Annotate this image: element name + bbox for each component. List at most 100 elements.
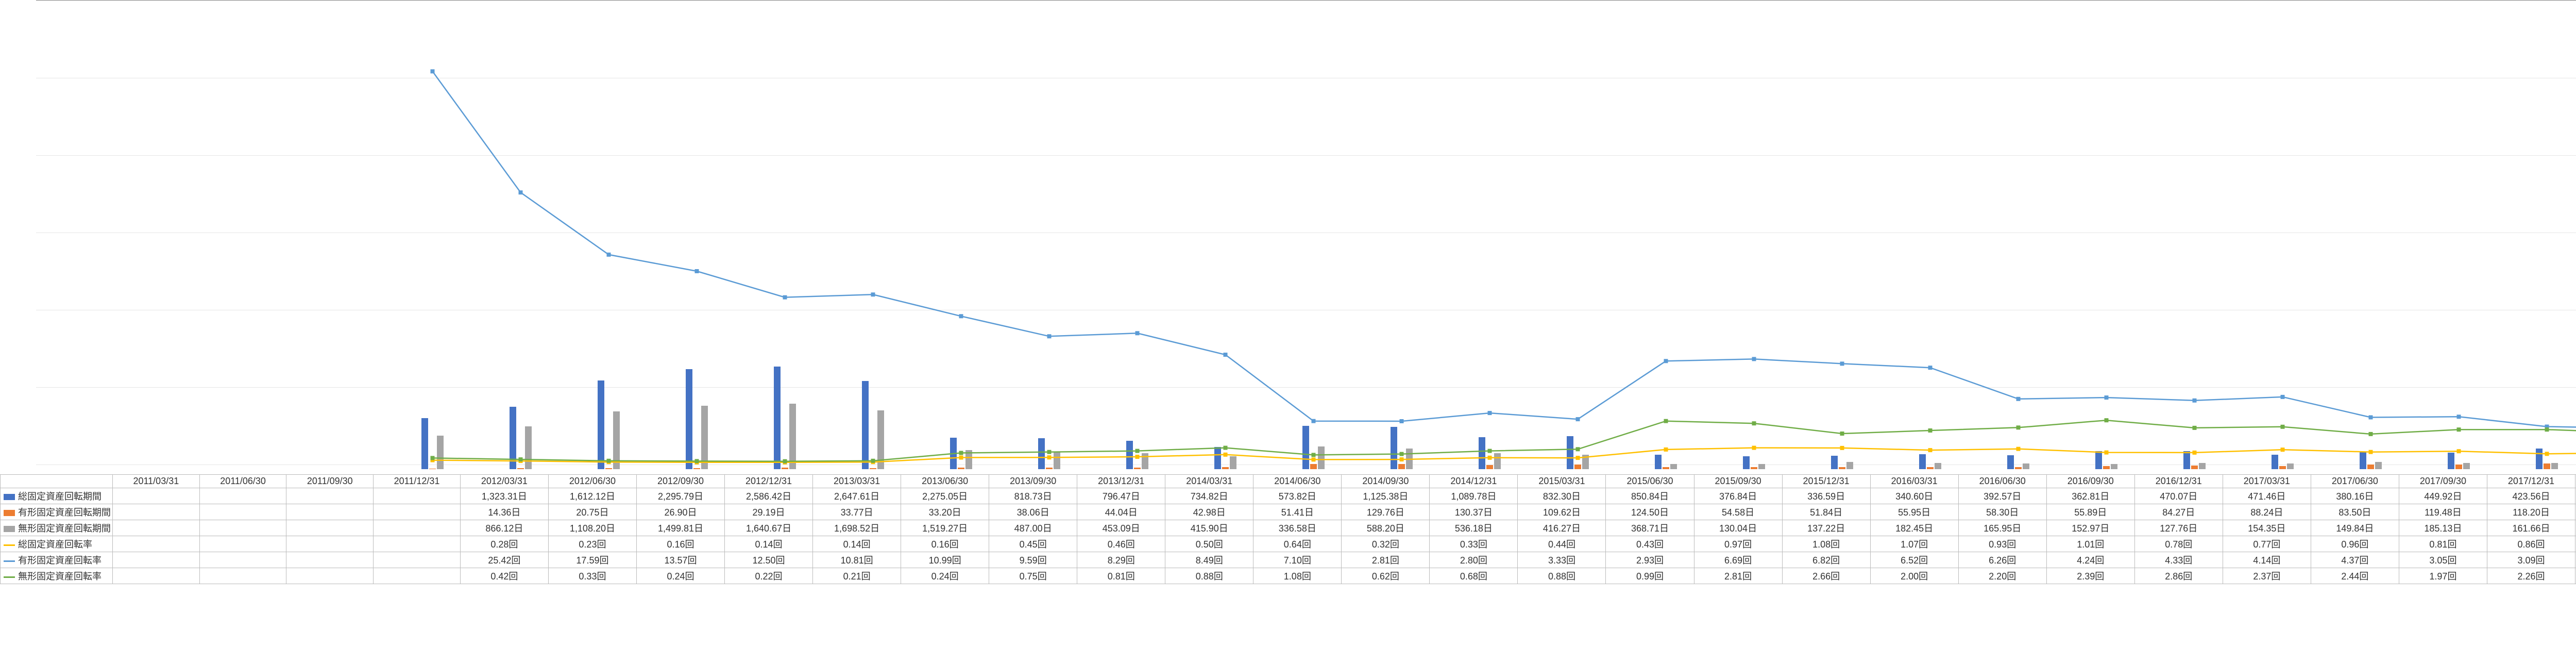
data-cell: 3.09回: [2487, 552, 2575, 568]
series-label: 有形固定資産回転期間: [1, 504, 113, 520]
data-cell: 10.99回: [901, 552, 989, 568]
data-cell: [374, 504, 461, 520]
data-cell: 1,612.12日: [548, 488, 636, 504]
data-cell: 866.12日: [460, 520, 548, 536]
data-table: 2011/03/312011/06/302011/09/302011/12/31…: [0, 474, 2576, 584]
data-cell: 154.35日: [2223, 520, 2311, 536]
data-cell: 0.43回: [1606, 536, 1694, 552]
data-cell: 1,108.20日: [548, 520, 636, 536]
bar: [2279, 466, 2286, 469]
bar: [2111, 464, 2117, 469]
data-cell: 1,640.67日: [725, 520, 813, 536]
data-cell: 130.37日: [1430, 504, 1518, 520]
data-cell: 2,647.61日: [813, 488, 901, 504]
data-cell: 0.50回: [1165, 536, 1253, 552]
data-cell: 1,089.78日: [1430, 488, 1518, 504]
data-cell: 0.14回: [725, 536, 813, 552]
data-cell: 1,698.52日: [813, 520, 901, 536]
data-cell: [374, 552, 461, 568]
data-cell: 2.44回: [2311, 568, 2399, 584]
data-cell: 415.90日: [1165, 520, 1253, 536]
data-cell: 453.09日: [1077, 520, 1165, 536]
data-cell: [199, 504, 286, 520]
col-header: 2016/03/31: [1870, 475, 1958, 488]
data-cell: 1.07回: [1870, 536, 1958, 552]
col-header: 2015/06/30: [1606, 475, 1694, 488]
data-cell: 8.29回: [1077, 552, 1165, 568]
data-cell: 0.81回: [2399, 536, 2487, 552]
data-cell: 83.50日: [2311, 504, 2399, 520]
data-cell: 0.78回: [2134, 536, 2223, 552]
col-header: 2015/12/31: [1782, 475, 1870, 488]
data-cell: 0.62回: [1342, 568, 1430, 584]
data-cell: 471.46日: [2223, 488, 2311, 504]
data-cell: 25.42回: [460, 552, 548, 568]
data-cell: 1,519.27日: [901, 520, 989, 536]
data-cell: 152.97日: [2046, 520, 2134, 536]
data-cell: 2.81回: [1342, 552, 1430, 568]
data-cell: 0.21回: [813, 568, 901, 584]
data-cell: [286, 568, 374, 584]
data-cell: 33.77日: [813, 504, 901, 520]
data-cell: 0.93回: [1958, 536, 2046, 552]
data-cell: 336.59日: [1782, 488, 1870, 504]
bar: [1310, 464, 1317, 469]
data-cell: 470.07日: [2134, 488, 2223, 504]
col-header: 2015/03/31: [1518, 475, 1606, 488]
data-cell: 0.23回: [548, 536, 636, 552]
data-cell: 51.84日: [1782, 504, 1870, 520]
data-cell: 0.16回: [901, 536, 989, 552]
data-cell: 796.47日: [1077, 488, 1165, 504]
data-cell: 6.52回: [1870, 552, 1958, 568]
data-cell: 0.97回: [1694, 536, 1782, 552]
data-cell: 0.45回: [989, 536, 1077, 552]
data-cell: 0.28回: [460, 536, 548, 552]
series-label: 無形固定資産回転率: [1, 568, 113, 584]
plot-area: 0日2,000日4,000日6,000日8,000日10,000日12,000日…: [36, 0, 2576, 469]
bar: [1927, 467, 1934, 469]
data-cell: 0.16回: [636, 536, 724, 552]
bar: [1751, 467, 1757, 469]
series-label: 有形固定資産回転率: [1, 552, 113, 568]
col-header: 2011/12/31: [374, 475, 461, 488]
data-cell: [374, 488, 461, 504]
data-cell: 0.99回: [1606, 568, 1694, 584]
data-cell: [286, 536, 374, 552]
data-cell: 487.00日: [989, 520, 1077, 536]
col-header: 2011/06/30: [199, 475, 286, 488]
data-cell: [286, 504, 374, 520]
col-header: 2017/09/30: [2399, 475, 2487, 488]
data-cell: 20.75日: [548, 504, 636, 520]
col-header: 2014/12/31: [1430, 475, 1518, 488]
lines-layer: [36, 1, 2576, 465]
data-cell: 340.60日: [1870, 488, 1958, 504]
data-cell: 2,295.79日: [636, 488, 724, 504]
data-cell: 0.24回: [901, 568, 989, 584]
data-cell: 0.33回: [1430, 536, 1518, 552]
data-cell: 1.08回: [1253, 568, 1342, 584]
col-header: 2011/09/30: [286, 475, 374, 488]
data-cell: 423.56日: [2487, 488, 2575, 504]
data-cell: 137.22日: [1782, 520, 1870, 536]
data-cell: 6.26回: [1958, 552, 2046, 568]
data-cell: 0.22回: [725, 568, 813, 584]
data-cell: [113, 488, 200, 504]
col-header: 2014/09/30: [1342, 475, 1430, 488]
col-header: 2012/06/30: [548, 475, 636, 488]
data-cell: 8.49回: [1165, 552, 1253, 568]
data-cell: [199, 536, 286, 552]
data-cell: [113, 536, 200, 552]
series-label: 無形固定資産回転期間: [1, 520, 113, 536]
data-cell: 58.30日: [1958, 504, 2046, 520]
col-header: 2015/09/30: [1694, 475, 1782, 488]
data-cell: 2.00回: [1870, 568, 1958, 584]
data-cell: 161.66日: [2487, 520, 2575, 536]
data-cell: [199, 552, 286, 568]
data-cell: 3.05回: [2399, 552, 2487, 568]
bar: [1670, 464, 1677, 469]
bar: [2367, 465, 2374, 469]
bar: [693, 468, 700, 469]
data-cell: 376.84日: [1694, 488, 1782, 504]
data-cell: 1.97回: [2399, 568, 2487, 584]
data-cell: 392.57日: [1958, 488, 2046, 504]
